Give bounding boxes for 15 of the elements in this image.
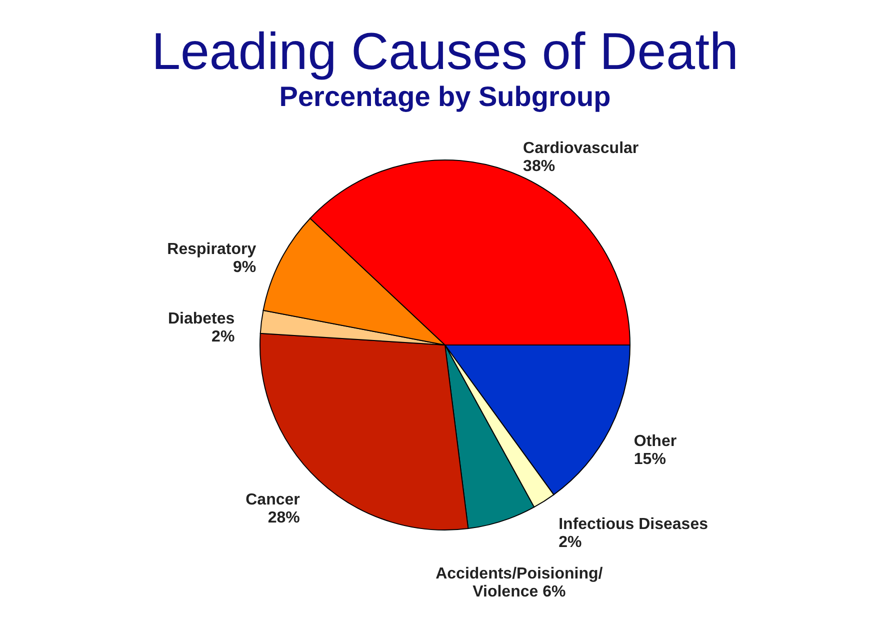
data-label: 2% (212, 328, 235, 346)
data-label: 15% (634, 451, 666, 468)
chart-subtitle: Percentage by Subgroup (279, 81, 611, 112)
slice-label: Cardiovascular (523, 140, 639, 157)
data-label: 2% (558, 534, 582, 551)
data-label: 9% (232, 258, 256, 276)
data-label: 38% (523, 158, 556, 175)
slice-label: Cancer (246, 492, 300, 509)
data-label: 28% (268, 510, 300, 527)
slice-label: Other (634, 433, 677, 450)
slice-label: Accidents/Poisioning/Violence 6% (436, 565, 604, 600)
slice-label: Infectious Diseases (558, 516, 708, 533)
slice-label: Diabetes (168, 310, 235, 328)
slice-label: Respiratory (167, 240, 256, 258)
chart-title: Leading Causes of Death (152, 23, 738, 81)
